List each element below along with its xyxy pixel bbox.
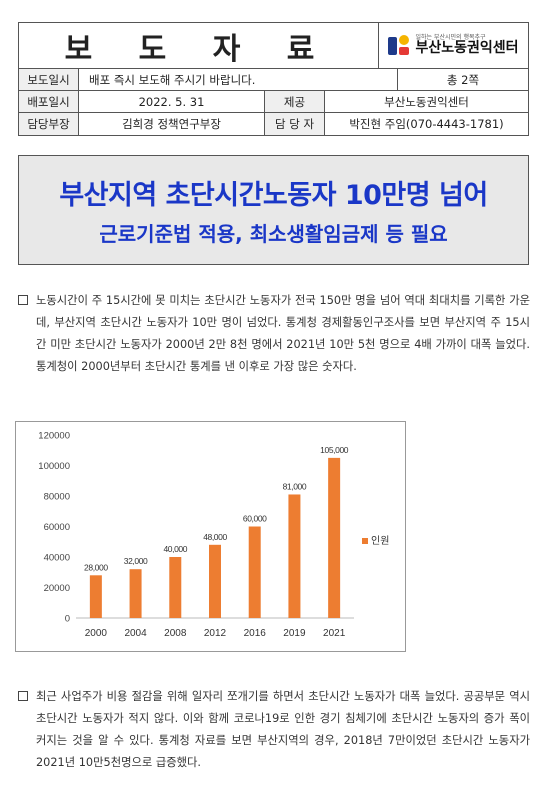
x-tick-label: 2016	[244, 628, 267, 639]
distribution-row: 배포일시 2022. 5. 31 제공 부산노동권익센터	[19, 91, 528, 113]
paragraph-text: 노동시간이 주 15시간에 못 미치는 초단시간 노동자가 전국 150만 명을…	[36, 294, 530, 373]
x-tick-label: 2012	[204, 628, 227, 639]
legend-swatch	[362, 538, 368, 544]
paragraph-1: 노동시간이 주 15시간에 못 미치는 초단시간 노동자가 전국 150만 명을…	[18, 290, 530, 378]
paragraph-text: 최근 사업주가 비용 절감을 위해 일자리 쪼개기를 하면서 초단시간 노동자가…	[36, 690, 530, 769]
y-tick-label: 60000	[44, 522, 70, 533]
logo-icon	[388, 34, 410, 57]
legend-label: 인원	[371, 535, 389, 547]
y-tick-label: 100000	[38, 461, 70, 472]
release-time-row: 보도일시 배포 즉시 보도해 주시기 바랍니다. 총 2쪽	[19, 69, 528, 91]
headline-title: 부산지역 초단시간노동자 10만명 넘어	[59, 180, 488, 211]
logo-name: 부산노동권익센터	[415, 40, 519, 57]
x-tick-label: 2019	[283, 628, 306, 639]
x-tick-label: 2021	[323, 628, 346, 639]
bar	[209, 544, 221, 618]
data-label: 60,000	[243, 514, 267, 524]
data-label: 81,000	[283, 481, 307, 491]
contact-value: 박진현 주임(070-4443-1781)	[325, 113, 528, 135]
bar	[328, 457, 341, 618]
release-time-label: 보도일시	[19, 69, 79, 90]
org-logo: 일하는 부산시민의 행복추구 부산노동권익센터	[379, 23, 528, 68]
bar	[288, 494, 301, 618]
y-tick-label: 0	[65, 614, 70, 625]
y-tick-label: 80000	[44, 492, 70, 503]
release-time-value: 배포 즉시 보도해 주시기 바랍니다.	[79, 69, 398, 90]
provider-value: 부산노동권익센터	[325, 91, 528, 112]
data-label: 105,000	[320, 445, 349, 455]
y-tick-label: 20000	[44, 583, 70, 594]
x-tick-label: 2000	[85, 628, 108, 639]
page-count: 총 2쪽	[398, 69, 528, 90]
data-label: 28,000	[84, 562, 108, 572]
x-tick-label: 2008	[164, 628, 187, 639]
contact-label: 담 당 자	[265, 113, 325, 135]
contact-row: 담당부장 김희경 정책연구부장 담 당 자 박진현 주임(070-4443-17…	[19, 113, 528, 135]
headline-box: 부산지역 초단시간노동자 10만명 넘어 근로기준법 적용, 최소생활임금제 등…	[18, 155, 529, 265]
bullet-box-icon	[18, 295, 28, 305]
x-tick-label: 2004	[124, 628, 147, 639]
document-title: 보 도 자 료	[19, 23, 379, 68]
data-label: 40,000	[163, 544, 187, 554]
bar-chart: 0 20000 40000 60000 80000 100000 120000 28,000 2…	[15, 421, 406, 652]
bar	[169, 557, 182, 618]
bullet-box-icon	[18, 691, 28, 701]
y-tick-label: 40000	[44, 553, 70, 564]
manager-label: 담당부장	[19, 113, 79, 135]
data-label: 32,000	[124, 556, 148, 566]
manager-value: 김희경 정책연구부장	[79, 113, 265, 135]
bar	[129, 569, 142, 618]
y-tick-label: 120000	[38, 431, 70, 442]
press-release-header: 보 도 자 료 일하는 부산시민의 행복추구 부산노동권익센터 보도일시 배포 …	[18, 22, 529, 136]
distribution-date-value: 2022. 5. 31	[79, 91, 265, 112]
paragraph-2: 최근 사업주가 비용 절감을 위해 일자리 쪼개기를 하면서 초단시간 노동자가…	[18, 686, 530, 774]
provider-label: 제공	[265, 91, 325, 112]
bar	[248, 526, 261, 618]
chart-canvas: 0 20000 40000 60000 80000 100000 120000 28,000 2…	[38, 431, 389, 640]
distribution-date-label: 배포일시	[19, 91, 79, 112]
data-label: 48,000	[203, 532, 227, 542]
headline-subtitle: 근로기준법 적용, 최소생활임금제 등 필요	[99, 222, 448, 246]
logo-tagline: 일하는 부산시민의 행복추구	[415, 33, 486, 41]
bar	[89, 575, 102, 618]
